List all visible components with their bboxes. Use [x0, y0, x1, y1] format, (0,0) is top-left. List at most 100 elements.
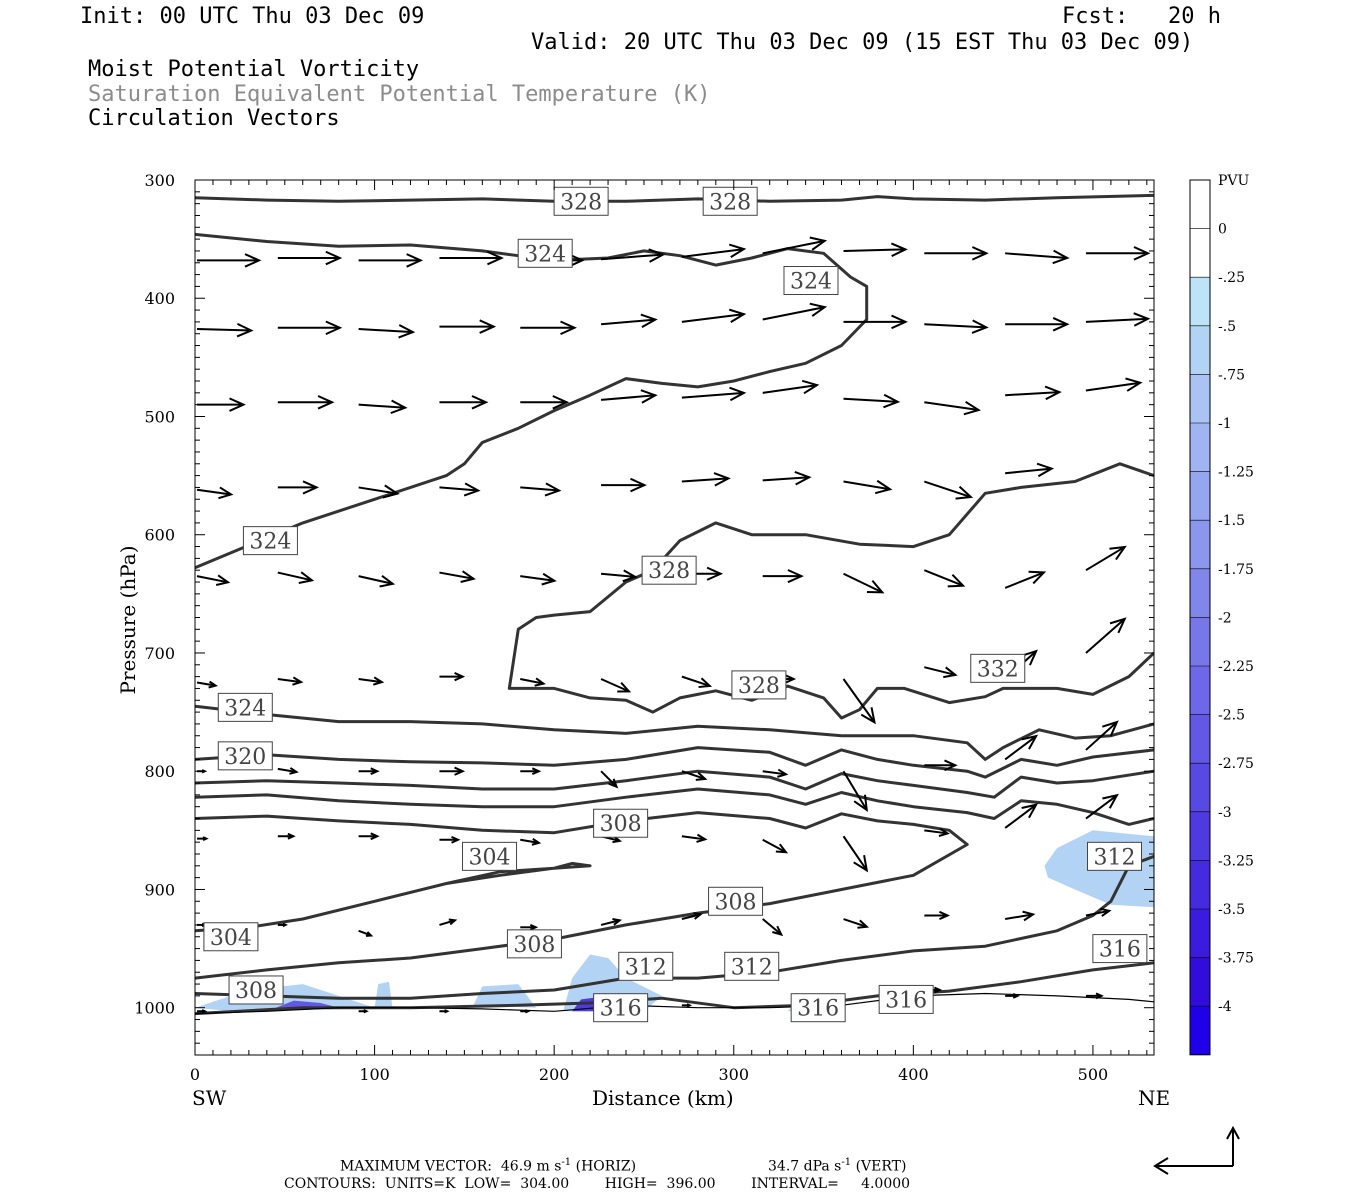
circulation-vector	[439, 395, 489, 410]
circulation-vector	[600, 678, 632, 693]
circulation-vector	[843, 479, 893, 495]
circulation-vector	[600, 917, 623, 926]
circulation-vector	[681, 308, 747, 323]
circulation-vector	[924, 246, 989, 261]
pv-shaded-region	[374, 981, 393, 1008]
field-title-vectors: Circulation Vectors	[88, 106, 340, 131]
svg-text:324: 324	[524, 242, 566, 267]
circulation-vector	[1085, 545, 1127, 572]
circulation-vector	[520, 482, 562, 497]
y-tick-label: 300	[144, 171, 175, 190]
circulation-vector	[924, 827, 950, 837]
contour-label: 304	[462, 841, 518, 871]
theta-es-contour-324	[195, 232, 869, 570]
colorbar-swatch	[1190, 277, 1210, 326]
contour-label: 316	[1092, 934, 1148, 964]
circulation-vector	[439, 319, 497, 334]
svg-text:328: 328	[709, 190, 751, 215]
svg-text:316: 316	[600, 997, 642, 1022]
colorbar-swatch	[1190, 423, 1210, 472]
theta-es-contour-328	[195, 193, 1154, 203]
contour-label: 312	[618, 951, 674, 981]
x-tick-label: 400	[898, 1065, 929, 1084]
circulation-vector	[1004, 734, 1039, 761]
colorbar-label: -.5	[1218, 319, 1236, 335]
svg-text:328: 328	[738, 674, 780, 699]
circulation-vector	[358, 574, 396, 588]
colorbar-label: -3.25	[1218, 853, 1254, 869]
circulation-vector	[1004, 570, 1047, 589]
circulation-vector	[520, 838, 542, 846]
forecast-hour: 20 h	[1168, 4, 1221, 29]
colorbar-label: -3.5	[1218, 902, 1245, 918]
colorbar-label: -.75	[1218, 367, 1245, 383]
colorbar-label: -1	[1218, 416, 1232, 432]
contour-label: 308	[708, 886, 764, 916]
y-axis-title: Pressure (hPa)	[116, 545, 140, 695]
circulation-vector	[520, 395, 570, 410]
y-tick-label: 900	[144, 880, 175, 899]
colorbar-swatch	[1190, 1006, 1210, 1055]
x-tick-label: 500	[1078, 1065, 1109, 1084]
forecast-label: Fcst:	[1062, 4, 1129, 29]
colorbar-swatch	[1190, 957, 1210, 1007]
colorbar-label: -1.75	[1218, 562, 1254, 578]
circulation-vector	[1085, 377, 1143, 392]
contour-label: 308	[228, 975, 284, 1005]
svg-text:328: 328	[560, 190, 602, 215]
circulation-vector	[439, 672, 466, 682]
circulation-vector	[358, 676, 385, 686]
contour-label: 316	[790, 993, 846, 1023]
colorbar-swatch	[1190, 860, 1210, 909]
max-vector-horiz: MAXIMUM VECTOR: 46.9 m s-1 (HORIZ)	[340, 1157, 637, 1175]
theta-es-contour-308	[195, 811, 969, 980]
field-title-mpv: Moist Potential Vorticity	[88, 57, 420, 82]
circulation-vector	[681, 912, 703, 920]
vector-scale-arrows	[1153, 1125, 1240, 1175]
theta-es-contour-324	[195, 704, 1154, 761]
circulation-vector	[1004, 910, 1036, 922]
colorbar-swatch	[1190, 325, 1210, 375]
y-tick-label: 400	[144, 289, 175, 308]
colorbar-label: -2.25	[1218, 659, 1254, 675]
circulation-vector	[196, 322, 254, 338]
circulation-vector	[1085, 793, 1119, 820]
max-vector-vert: 34.7 dPa s-1 (VERT)	[768, 1157, 907, 1175]
contour-label: 324	[242, 526, 298, 556]
circulation-vector	[277, 250, 343, 266]
circulation-vector	[439, 1009, 450, 1014]
colorbar-swatch	[1190, 180, 1210, 229]
contour-label: 328	[702, 186, 758, 216]
circulation-vector	[762, 569, 804, 584]
circulation-vector	[842, 770, 869, 813]
theta-es-contour-328	[507, 462, 1154, 720]
svg-text:308: 308	[715, 890, 757, 915]
circulation-vector	[1005, 993, 1020, 999]
circulation-vector	[924, 759, 958, 772]
contour-label: 308	[506, 929, 562, 959]
circulation-vector	[520, 1009, 531, 1014]
colorbar-label: -2	[1218, 610, 1232, 626]
circulation-vector	[277, 922, 289, 928]
circulation-vector	[358, 832, 380, 841]
circulation-vector	[1085, 992, 1104, 1000]
contour-label: 332	[970, 653, 1026, 683]
circulation-vector	[196, 680, 219, 689]
circulation-vector	[197, 836, 209, 841]
contour-label: 324	[783, 266, 839, 296]
circulation-vector	[924, 910, 951, 921]
circulation-vector	[1005, 249, 1070, 265]
colorbar-swatch	[1190, 909, 1210, 958]
x-end-label-ne: NE	[1138, 1086, 1171, 1110]
colorbar-label: 0	[1218, 222, 1227, 238]
svg-text:304: 304	[210, 926, 252, 951]
svg-text:312: 312	[731, 955, 773, 980]
contour-label: 324	[517, 238, 573, 268]
circulation-vector	[843, 918, 870, 929]
x-tick-label: 300	[718, 1065, 749, 1084]
circulation-vector	[358, 1009, 369, 1014]
contour-label: 328	[553, 186, 609, 216]
circulation-vector	[358, 929, 374, 937]
circulation-vector	[842, 678, 876, 725]
colorbar-swatch	[1190, 520, 1210, 569]
